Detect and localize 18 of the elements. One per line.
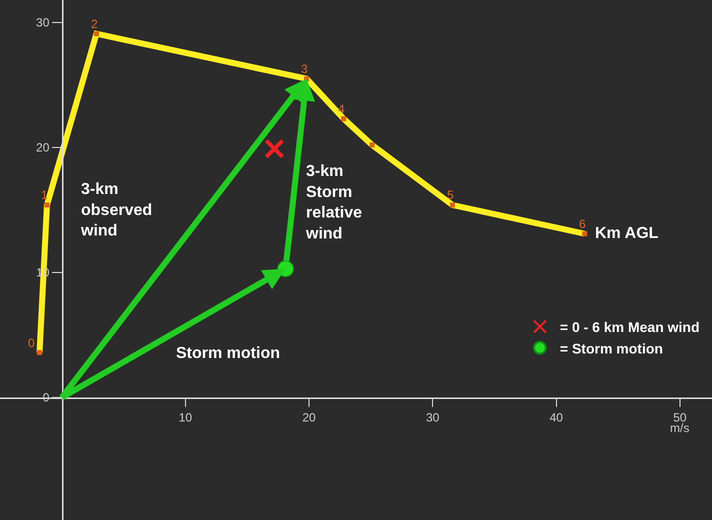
annotation: 3-km Storm relative wind	[305, 163, 362, 242]
x-tick-label: 30	[426, 410, 440, 424]
annotation: 2	[91, 17, 98, 31]
legend-label: = Storm motion	[560, 340, 663, 356]
annotation: 4	[338, 102, 345, 116]
x-tick-label: 10	[178, 410, 192, 424]
x-tick-label: 20	[302, 410, 316, 424]
annotation: 5	[447, 188, 454, 202]
point	[264, 138, 284, 159]
annotation: Storm motion	[176, 345, 280, 362]
annotation: 3-km observed wind	[80, 181, 152, 240]
annotation: Km AGL	[595, 225, 659, 242]
x-tick-label: 40	[550, 410, 564, 424]
annotation: 6	[579, 217, 586, 231]
annotation: 3	[301, 62, 308, 76]
legend-label: = 0 - 6 km Mean wind	[560, 319, 700, 336]
y-tick-label: 20	[36, 140, 50, 155]
y-tick-label: 30	[36, 16, 50, 30]
